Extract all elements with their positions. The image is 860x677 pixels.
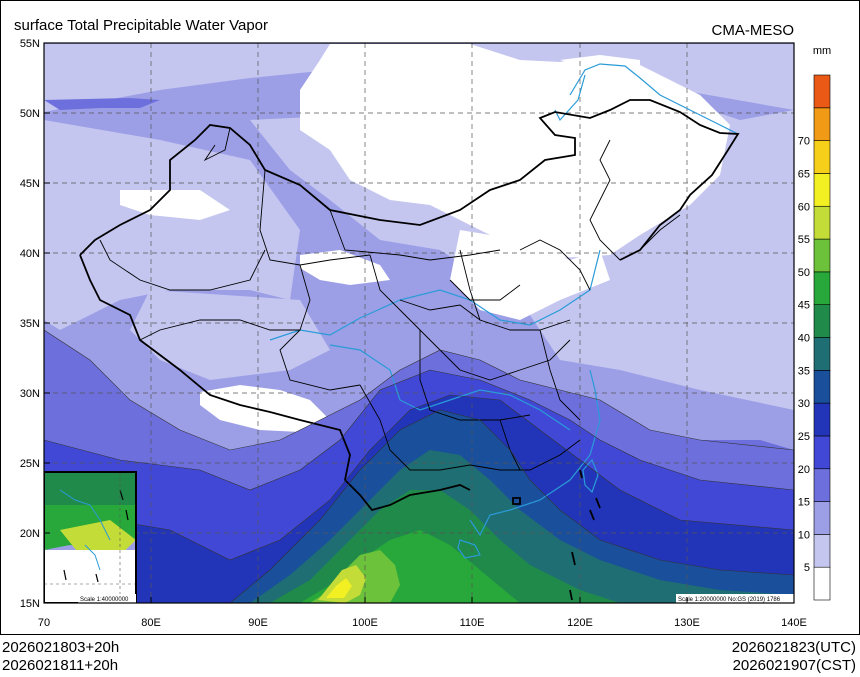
colorbar-cell xyxy=(813,74,831,109)
map-gridlines xyxy=(44,43,794,603)
lat-label: 40N xyxy=(20,248,40,260)
colorbar-label: 60 xyxy=(798,201,810,213)
init-time-cst: 2026021811+20h xyxy=(2,657,119,674)
colorbar-cell xyxy=(813,107,831,141)
axis-ticks xyxy=(44,42,795,604)
lon-label: 130E xyxy=(674,617,700,629)
lat-label: 30N xyxy=(20,388,40,400)
pw-band-5mm xyxy=(300,44,730,258)
colorbar: mm 5 10 15 20 25 30 35 40 45 50 55 60 65 70 xyxy=(798,45,831,601)
valid-time-cst: 2026021907(CST) xyxy=(732,657,856,674)
longitude-labels: 70 80E 90E 100E 110E 120E 130E 140E xyxy=(38,617,807,629)
pw-band-5mm xyxy=(450,230,610,320)
maritime-dashes xyxy=(512,469,601,601)
lat-label: 20N xyxy=(20,528,40,540)
model-name: CMA-MESO xyxy=(711,22,795,39)
lon-label: 80E xyxy=(141,617,161,629)
init-time-utc: 2026021803+20h xyxy=(2,639,120,656)
colorbar-cell xyxy=(813,402,831,437)
colorbar-cell xyxy=(813,304,831,338)
colorbar-cell xyxy=(813,501,831,535)
contour-lines xyxy=(44,329,794,603)
lat-label: 55N xyxy=(20,38,40,50)
colorbar-cell xyxy=(813,468,831,502)
coastline-and-rivers xyxy=(269,63,739,559)
inset-south-china-sea xyxy=(44,471,137,603)
inset-scale-label: Scale 1:40000000 xyxy=(80,597,129,603)
lon-label: 120E xyxy=(567,617,593,629)
colorbar-label: 50 xyxy=(798,267,810,279)
lat-label: 25N xyxy=(20,458,40,470)
chart-title: surface Total Precipitable Water Vapor xyxy=(14,17,269,34)
lat-label: 45N xyxy=(20,178,40,190)
colorbar-label: 25 xyxy=(798,431,810,443)
colorbar-label: 45 xyxy=(798,300,810,312)
colorbar-label: 40 xyxy=(798,333,810,345)
lat-label: 50N xyxy=(20,108,40,120)
colorbar-labels: 5 10 15 20 25 30 35 40 45 50 55 60 65 70 xyxy=(798,136,810,575)
colorbar-label: 55 xyxy=(798,234,810,246)
colorbar-cell xyxy=(813,238,831,273)
colorbar-cell xyxy=(813,140,831,174)
province-boundaries xyxy=(99,127,681,471)
colorbar-label: 65 xyxy=(798,168,810,180)
colorbar-label: 15 xyxy=(798,497,810,509)
colorbar-label: 5 xyxy=(804,562,810,574)
pw-band-15mm xyxy=(44,98,160,110)
main-scale-label: Scale 1:20000000 No:GS (2019) 1786 xyxy=(678,597,781,603)
colorbar-cell xyxy=(813,370,831,404)
precipitable-water-field xyxy=(44,43,794,603)
colorbar-cell xyxy=(813,271,831,305)
colorbar-cell xyxy=(813,435,831,470)
colorbar-unit: mm xyxy=(813,45,831,57)
lon-label: 90E xyxy=(248,617,268,629)
colorbar-label: 30 xyxy=(798,398,810,410)
pw-band-5mm xyxy=(120,190,230,220)
colorbar-label: 35 xyxy=(798,365,810,377)
lat-label: 35N xyxy=(20,318,40,330)
colorbar-label: 20 xyxy=(798,464,810,476)
colorbar-cells xyxy=(813,74,831,601)
colorbar-cell xyxy=(813,205,831,240)
lat-label: 15N xyxy=(20,598,40,610)
colorbar-cell xyxy=(813,566,831,601)
lon-label: 110E xyxy=(460,617,485,629)
lon-label: 70 xyxy=(38,617,50,629)
valid-time-utc: 2026021823(UTC) xyxy=(731,639,856,656)
colorbar-label: 10 xyxy=(798,529,810,541)
lon-label: 140E xyxy=(781,617,807,629)
pw-band-10mm xyxy=(44,120,300,330)
colorbar-cell xyxy=(813,173,831,207)
pw-band-5mm xyxy=(300,250,390,285)
lon-label: 100E xyxy=(352,617,378,629)
colorbar-label: 70 xyxy=(798,136,810,148)
colorbar-cell xyxy=(813,534,831,568)
pw-band-10mm xyxy=(130,290,330,380)
pw-band-5mm xyxy=(380,150,470,180)
pw-band-10mm xyxy=(44,44,330,112)
national-boundary xyxy=(79,99,740,512)
latitude-labels: 55N 50N 45N 40N 35N 30N 25N 20N 15N xyxy=(20,38,40,610)
pw-band-60mm xyxy=(326,578,352,598)
colorbar-cell xyxy=(813,337,831,371)
